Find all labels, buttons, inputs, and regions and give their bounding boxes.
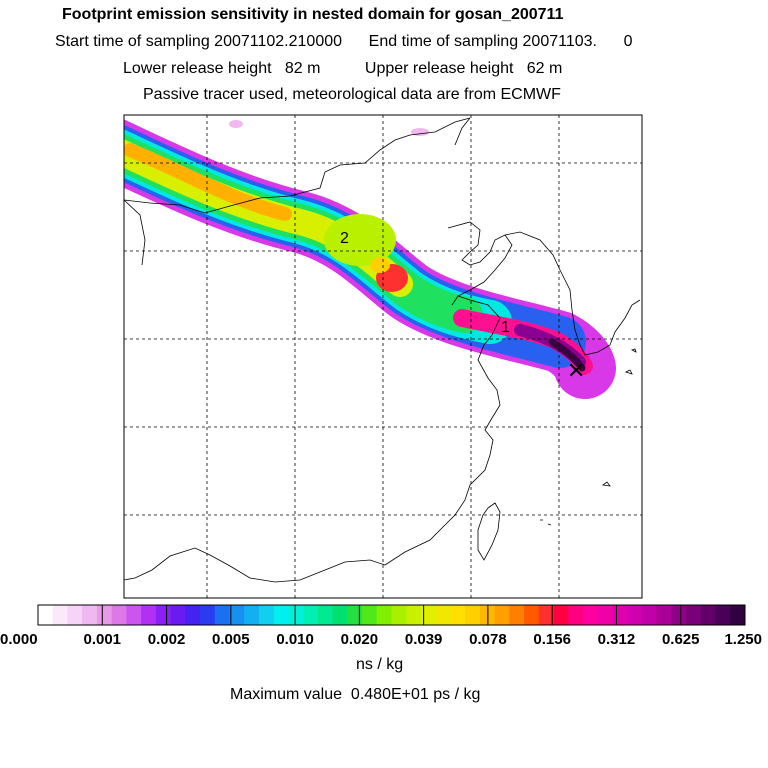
lat-lon-grid <box>124 115 642 598</box>
colorbar-tick-label: 0.312 <box>598 631 636 648</box>
colorbar-swatch <box>111 605 127 625</box>
colorbar-swatch <box>273 605 289 625</box>
tracer-info-line: Passive tracer used, meteorological data… <box>143 86 561 103</box>
colorbar-swatch <box>450 605 466 625</box>
colorbar-swatch <box>317 605 333 625</box>
receptor-marker: ✕ <box>567 359 585 384</box>
colorbar-tick-label: 0.010 <box>276 631 314 648</box>
map-outlines <box>124 117 641 583</box>
colorbar-swatch <box>96 605 113 625</box>
maximum-value-text: Maximum value 0.480E+01 ps / kg <box>230 686 481 703</box>
colorbar-swatch <box>568 605 584 625</box>
plume-orange-core <box>124 143 292 221</box>
colorbar-swatch <box>524 605 540 625</box>
coastline-korea <box>504 231 641 356</box>
coastline-south <box>124 547 386 583</box>
colorbar-swatch <box>715 605 731 625</box>
colorbar-tick-label: 0.001 <box>83 631 121 648</box>
colorbar-swatch <box>332 605 348 625</box>
colorbar-swatch <box>170 605 186 625</box>
colorbar-tick-label: 0.020 <box>341 631 379 648</box>
colorbar-tick-label: 0.005 <box>212 631 250 648</box>
map-area <box>124 115 642 598</box>
colorbar-swatch <box>700 605 716 625</box>
colorbar-swatch <box>362 605 378 625</box>
colorbar-swatch <box>303 605 319 625</box>
colorbar-swatch <box>391 605 407 625</box>
colorbar-swatch <box>494 605 510 625</box>
colorbar-swatch <box>730 605 746 625</box>
colorbar-swatch <box>141 605 157 625</box>
colorbar-swatch <box>52 605 68 625</box>
colorbar-swatch <box>155 605 171 625</box>
colorbar-swatch <box>420 605 437 625</box>
colorbar-swatch <box>435 605 451 625</box>
colorbar-unit-label: ns / kg <box>356 656 404 673</box>
small-islands <box>540 348 637 526</box>
small-blob-1 <box>229 120 243 128</box>
colorbar-swatch <box>553 605 569 625</box>
colorbar-swatch <box>67 605 83 625</box>
colorbar-swatch <box>612 605 628 625</box>
colorbar-swatch <box>214 605 230 625</box>
colorbar-tick-label: 0.078 <box>469 631 507 648</box>
release-height-line: Lower release height 82 m Upper release … <box>123 60 563 77</box>
colorbar-swatch <box>185 605 201 625</box>
colorbar-swatch <box>258 605 275 625</box>
colorbar-tick-label: 0.000 <box>0 631 38 648</box>
map-frame <box>123 114 643 599</box>
label-point-2: 2 <box>340 230 349 247</box>
colorbar-swatch <box>126 605 142 625</box>
colorbar-swatch <box>627 605 643 625</box>
border-northwest <box>124 199 146 266</box>
colorbar-swatch <box>288 605 304 625</box>
coastline-north <box>124 117 471 214</box>
label-point-1: 1 <box>501 319 510 336</box>
colorbar-tick-label: 0.039 <box>405 631 443 648</box>
plume-dark-core <box>548 338 586 372</box>
colorbar-swatch <box>656 605 672 625</box>
colorbar-swatch <box>509 605 525 625</box>
plume-green-lobe <box>324 214 396 266</box>
colorbar-swatch <box>347 605 363 625</box>
colorbar <box>37 604 746 626</box>
colorbar-swatch <box>538 605 554 625</box>
colorbar-swatch <box>376 605 392 625</box>
border-north <box>454 117 471 146</box>
coastline-bohai <box>447 221 513 306</box>
colorbar-swatch <box>82 605 98 625</box>
colorbar-tick-label: 0.002 <box>148 631 186 648</box>
colorbar-swatch <box>597 605 613 625</box>
plume-yellow-spot <box>370 257 390 273</box>
taiwan-outline <box>477 502 501 561</box>
sampling-time-line: Start time of sampling 20071102.210000 E… <box>55 33 633 50</box>
colorbar-tick-label: 0.625 <box>662 631 700 648</box>
colorbar-swatch <box>686 605 702 625</box>
colorbar-swatch <box>200 605 216 625</box>
colorbar-swatch <box>641 605 658 625</box>
colorbar-swatch <box>671 605 687 625</box>
coastline-china-east <box>384 295 501 566</box>
colorbar-swatch <box>406 605 422 625</box>
colorbar-swatch <box>244 605 260 625</box>
colorbar-tick-label: 1.250 <box>724 631 762 648</box>
colorbar-swatch <box>582 605 599 625</box>
colorbar-swatch <box>229 605 245 625</box>
colorbar-ticks: 0.000 0.001 0.002 0.005 0.010 0.020 0.039 0.078… <box>0 605 762 648</box>
colorbar-tick-label: 0.156 <box>533 631 571 648</box>
chart-title: Footprint emission sensitivity in nested… <box>62 6 564 23</box>
colorbar-swatch <box>465 605 481 625</box>
colorbar-swatch <box>38 605 54 625</box>
